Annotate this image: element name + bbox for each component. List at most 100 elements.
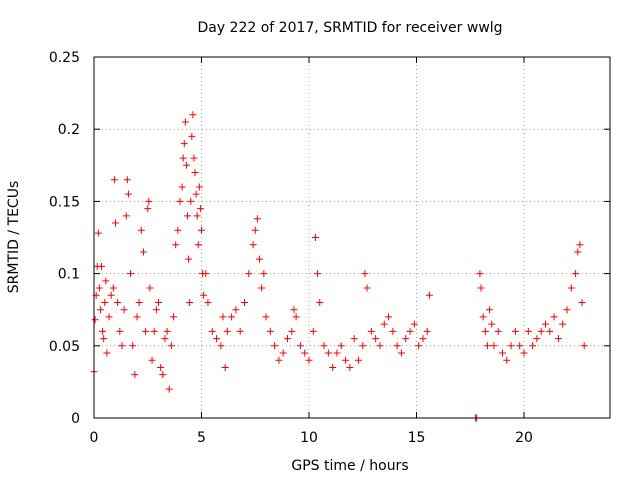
data-point: [580, 342, 588, 350]
data-point: [342, 356, 350, 364]
data-point: [139, 248, 147, 256]
data-point: [499, 349, 506, 357]
data-point: [425, 291, 433, 299]
data-point: [179, 154, 187, 162]
data-point: [232, 306, 240, 314]
data-point: [314, 270, 322, 278]
data-point: [376, 342, 384, 350]
data-point: [546, 327, 554, 335]
data-point: [524, 327, 532, 335]
data-point: [476, 270, 484, 278]
data-point: [200, 291, 208, 299]
data-point: [516, 342, 524, 350]
data-point: [182, 161, 190, 169]
y-tick-label: 0.25: [49, 50, 80, 66]
data-point: [190, 154, 198, 162]
data-point: [406, 327, 414, 335]
data-point: [109, 284, 117, 292]
data-point: [91, 316, 99, 324]
data-point: [410, 320, 418, 328]
data-point: [241, 298, 248, 306]
data-point: [311, 234, 319, 241]
data-point: [223, 327, 231, 335]
data-point: [380, 320, 388, 328]
data-point: [262, 313, 270, 321]
data-point: [554, 335, 562, 343]
data-point: [112, 219, 119, 227]
data-point: [333, 349, 341, 357]
plot-frame: [93, 56, 611, 419]
data-point: [488, 320, 496, 328]
data-point: [127, 270, 135, 278]
data-point: [393, 342, 401, 350]
data-point: [137, 226, 145, 234]
y-axis-label: SRMTID / TECUs: [6, 181, 22, 294]
x-tick-label: 0: [90, 430, 99, 446]
data-point: [142, 327, 150, 335]
data-point: [114, 298, 122, 306]
data-point: [477, 284, 485, 292]
data-point: [95, 284, 103, 292]
data-point: [305, 356, 313, 364]
data-point: [572, 270, 580, 278]
data-point: [258, 284, 266, 292]
data-point: [479, 313, 487, 321]
data-point: [107, 291, 115, 299]
data-point: [94, 229, 102, 237]
data-point: [290, 306, 298, 314]
data-points: [90, 111, 588, 422]
data-point: [100, 335, 108, 343]
data-point: [221, 363, 229, 371]
data-point: [271, 342, 279, 350]
data-point: [537, 327, 545, 335]
x-tick-label: 5: [197, 430, 206, 446]
y-tick-label: 0.15: [49, 194, 80, 210]
data-point: [266, 327, 274, 335]
data-point: [236, 327, 244, 335]
data-point: [219, 313, 227, 321]
x-tick-label: 10: [300, 430, 318, 446]
data-point: [186, 298, 194, 306]
data-point: [187, 197, 195, 205]
data-point: [249, 241, 257, 249]
data-point: [529, 342, 537, 350]
data-point: [123, 176, 131, 184]
data-point: [415, 342, 423, 350]
data-point: [99, 327, 107, 335]
data-point: [550, 313, 558, 321]
data-point: [188, 132, 196, 140]
data-point: [533, 335, 541, 343]
data-point: [122, 212, 130, 220]
data-point: [483, 342, 491, 350]
data-point: [133, 313, 141, 321]
data-point: [110, 176, 118, 184]
data-point: [567, 284, 575, 292]
data-point: [105, 313, 113, 321]
grid-lines: [94, 57, 610, 418]
data-point: [213, 335, 221, 343]
data-point: [284, 335, 291, 343]
data-point: [191, 169, 199, 177]
data-point: [324, 349, 332, 357]
data-point: [486, 306, 494, 314]
data-point: [174, 226, 182, 234]
data-point: [145, 197, 153, 205]
data-point: [202, 270, 210, 278]
data-point: [251, 226, 259, 234]
data-point: [196, 205, 204, 213]
data-point: [163, 327, 171, 335]
data-point: [320, 342, 328, 350]
data-point: [96, 306, 104, 314]
data-point: [228, 313, 236, 321]
data-point: [131, 371, 139, 379]
data-point: [170, 313, 178, 321]
y-tick-label: 0: [71, 411, 80, 427]
data-point: [402, 335, 410, 343]
data-point: [245, 270, 253, 278]
data-point: [256, 255, 264, 263]
data-point: [367, 327, 375, 335]
data-point: [481, 327, 489, 335]
data-point: [350, 335, 358, 343]
data-point: [194, 241, 202, 249]
data-point: [189, 111, 197, 119]
